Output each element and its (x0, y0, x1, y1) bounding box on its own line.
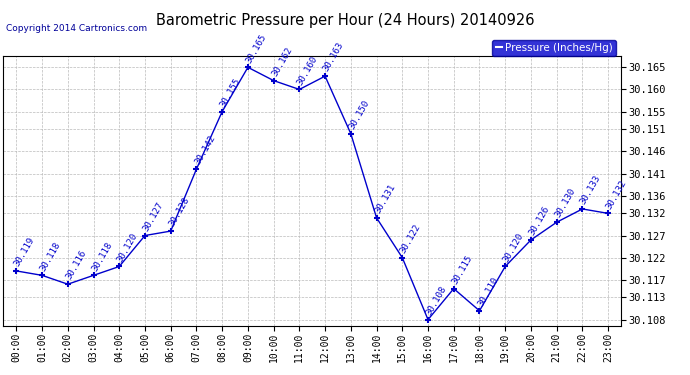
Text: 30.120: 30.120 (502, 231, 526, 264)
Text: 30.133: 30.133 (579, 174, 602, 206)
Text: 30.163: 30.163 (322, 41, 346, 74)
Text: 30.122: 30.122 (399, 222, 422, 255)
Text: 30.142: 30.142 (193, 134, 217, 166)
Text: 30.155: 30.155 (219, 76, 242, 109)
Text: 30.119: 30.119 (12, 236, 37, 268)
Text: 30.110: 30.110 (476, 276, 500, 308)
Text: 30.116: 30.116 (64, 249, 88, 281)
Text: 30.120: 30.120 (116, 231, 139, 264)
Text: 30.165: 30.165 (244, 32, 268, 64)
Text: 30.150: 30.150 (347, 99, 371, 131)
Text: 30.127: 30.127 (141, 200, 166, 233)
Text: 30.118: 30.118 (39, 240, 62, 273)
Text: 30.132: 30.132 (604, 178, 629, 211)
Text: 30.130: 30.130 (553, 187, 577, 219)
Text: 30.118: 30.118 (90, 240, 114, 273)
Text: 30.108: 30.108 (424, 284, 448, 317)
Text: Barometric Pressure per Hour (24 Hours) 20140926: Barometric Pressure per Hour (24 Hours) … (156, 13, 534, 28)
Text: 30.126: 30.126 (527, 205, 551, 237)
Text: Copyright 2014 Cartronics.com: Copyright 2014 Cartronics.com (6, 24, 147, 33)
Legend: Pressure (Inches/Hg): Pressure (Inches/Hg) (493, 40, 615, 56)
Text: 30.115: 30.115 (450, 254, 474, 286)
Text: 30.128: 30.128 (167, 196, 191, 228)
Text: 30.131: 30.131 (373, 183, 397, 215)
Text: 30.162: 30.162 (270, 45, 294, 78)
Text: 30.160: 30.160 (296, 54, 319, 87)
